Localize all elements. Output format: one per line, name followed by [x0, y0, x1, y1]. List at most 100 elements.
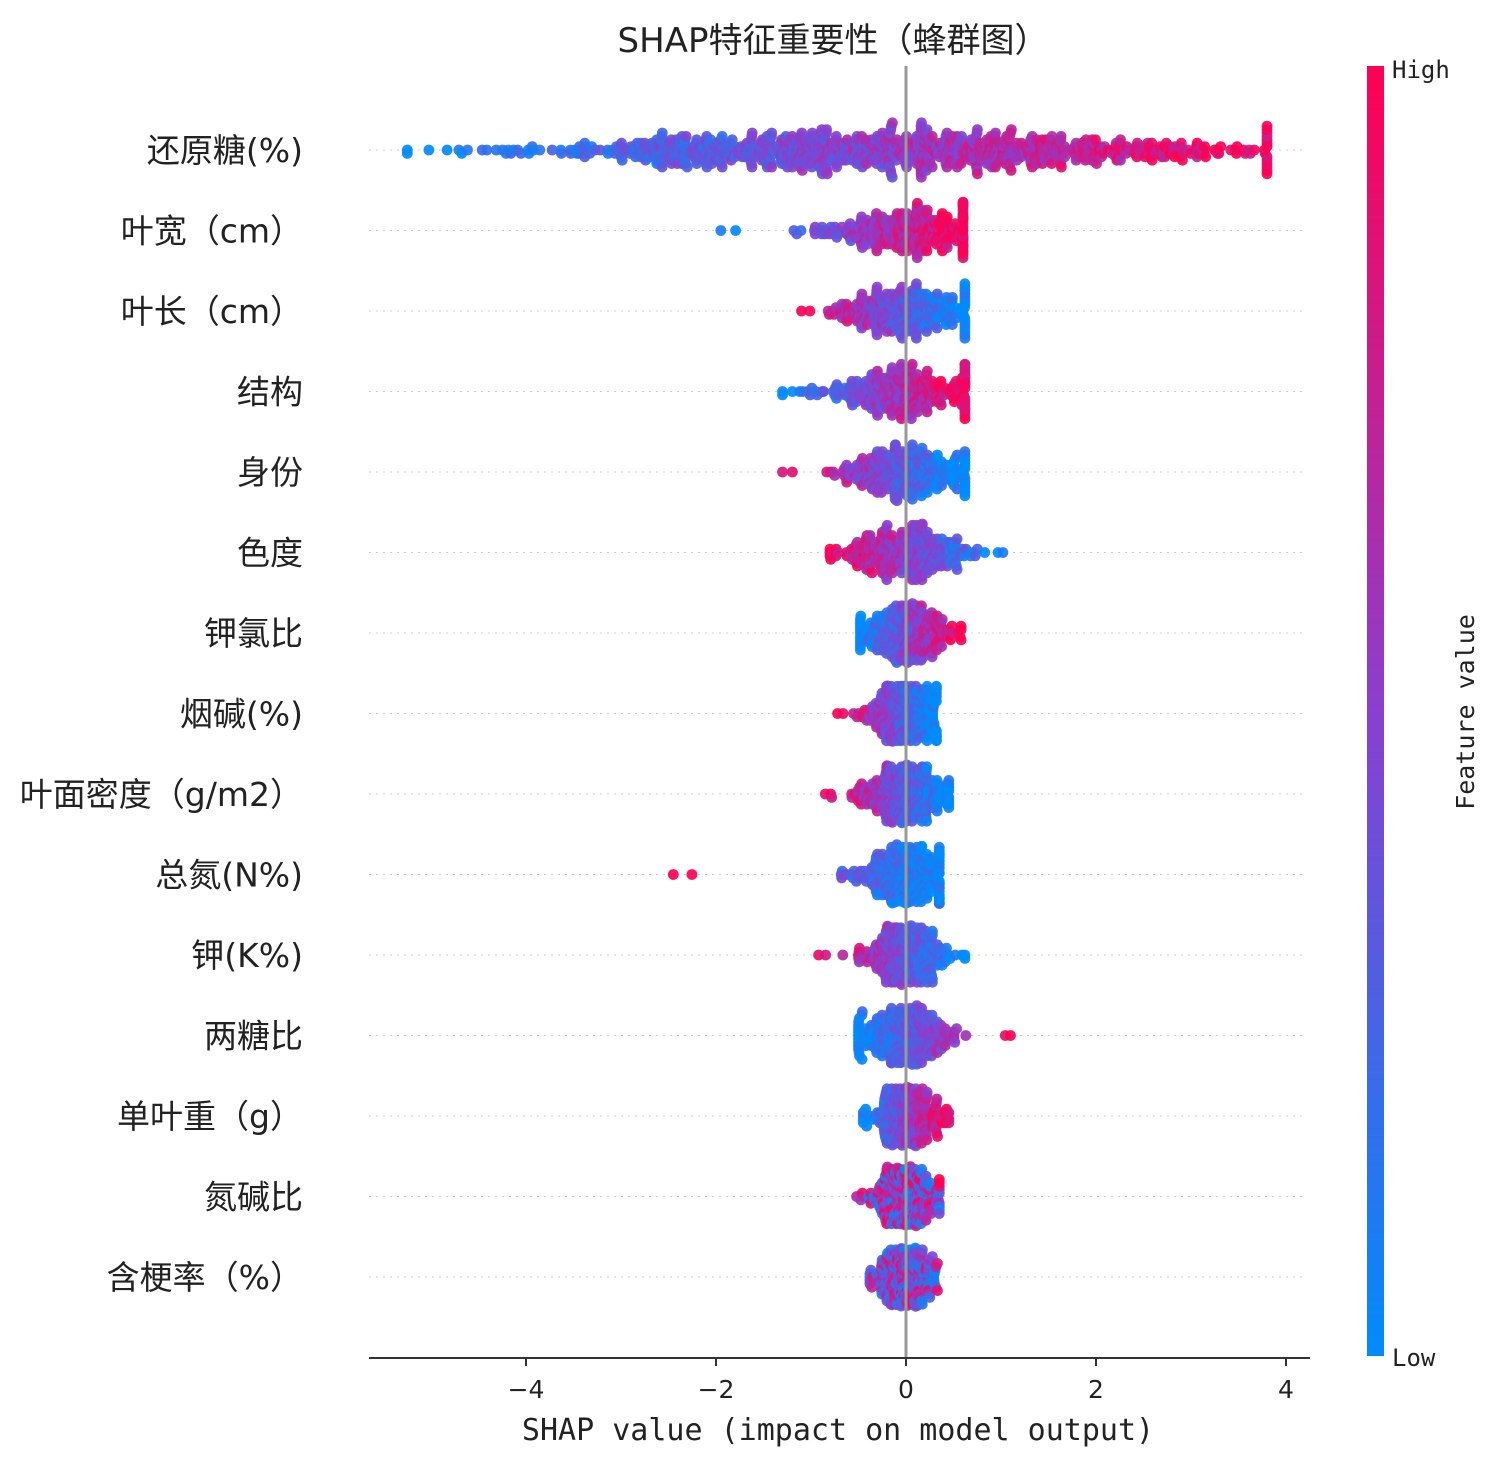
colorbar — [1367, 66, 1384, 1356]
swarm-point — [959, 490, 971, 502]
swarm-point — [1056, 161, 1067, 173]
swarm-point — [556, 148, 567, 159]
swarm-point — [911, 332, 922, 344]
swarm-point — [777, 466, 788, 478]
swarm-point — [955, 634, 967, 646]
swarm-point — [927, 976, 938, 988]
swarm-point — [955, 158, 967, 170]
swarm-point — [921, 245, 933, 257]
data-points — [401, 117, 1273, 1312]
swarm-point — [921, 815, 933, 827]
swarm-point — [997, 547, 1009, 558]
feature-label: 烟碱(%) — [180, 695, 303, 734]
feature-label: 含梗率（%） — [107, 1258, 303, 1297]
swarm-point — [959, 359, 971, 370]
swarm-point — [766, 161, 777, 173]
swarm-point — [441, 144, 453, 156]
swarm-point — [787, 466, 798, 478]
swarm-point — [972, 168, 983, 180]
swarm-point — [481, 144, 493, 156]
swarm-point — [534, 144, 546, 156]
swarm-point — [959, 446, 971, 457]
feature-label: 还原糖(%) — [147, 131, 303, 170]
feature-label: 总氮(N%) — [155, 856, 303, 895]
swarm-point — [680, 131, 692, 142]
swarm-point — [886, 362, 898, 374]
swarm-point — [917, 1244, 928, 1256]
swarm-point — [935, 399, 947, 411]
swarm-point — [716, 131, 728, 142]
swarm-point — [921, 204, 933, 216]
swarm-point — [856, 1006, 868, 1018]
x-axis-ticks: −4 −2 0 2 4 — [508, 1358, 1294, 1404]
feature-label: 氮碱比 — [204, 1178, 303, 1217]
swarm-point — [656, 161, 668, 173]
feature-label: 色度 — [237, 534, 303, 573]
swarm-point — [941, 242, 953, 253]
swarm-point — [855, 644, 866, 656]
swarm-point — [886, 171, 898, 183]
swarm-point — [866, 567, 878, 579]
chart-title: SHAP特征重要性（蜂群图） — [618, 21, 1049, 61]
swarm-point — [933, 867, 945, 879]
swarm-point — [864, 530, 876, 541]
swarm-point — [826, 792, 838, 803]
swarm-point — [990, 127, 1001, 139]
swarm-point — [906, 493, 918, 505]
swarm-point — [667, 869, 679, 880]
swarm-point — [921, 761, 933, 773]
swarm-point — [1215, 141, 1227, 153]
swarm-point — [746, 161, 758, 173]
feature-label: 单叶重（g） — [117, 1097, 303, 1136]
swarm-point — [957, 199, 969, 210]
swarm-point — [956, 131, 967, 142]
swarm-point — [926, 161, 938, 173]
swarm-point — [955, 620, 967, 632]
swarm-point — [886, 409, 898, 421]
swarm-point — [887, 117, 898, 129]
swarm-point — [462, 144, 473, 156]
swarm-point — [821, 124, 832, 135]
feature-label: 钾氯比 — [204, 614, 303, 653]
swarm-point — [1261, 120, 1273, 132]
swarm-point — [746, 127, 758, 139]
swarm-point — [959, 377, 971, 389]
swarm-point — [943, 1107, 955, 1118]
feature-label: 叶长（cm） — [121, 292, 303, 331]
swarm-point — [730, 225, 741, 236]
swarm-point — [933, 882, 945, 894]
swarm-point — [943, 775, 955, 786]
feature-label: 身份 — [237, 453, 303, 492]
x-tick-label: −2 — [698, 1375, 735, 1404]
swarm-point — [829, 470, 841, 481]
swarm-point — [951, 564, 963, 575]
swarm-point — [936, 614, 948, 625]
swarm-point — [401, 148, 413, 159]
swarm-point — [927, 925, 938, 937]
colorbar-low-label: Low — [1392, 1344, 1436, 1372]
swarm-point — [837, 708, 849, 719]
swarm-point — [832, 547, 844, 558]
feature-rows: 还原糖(%)叶宽（cm）叶长（cm）结构身份色度钾氯比烟碱(%)叶面密度（g/m… — [20, 131, 1305, 1297]
swarm-point — [818, 386, 829, 397]
swarm-point — [1005, 165, 1017, 176]
swarm-point — [423, 144, 435, 156]
swarm-point — [921, 365, 933, 377]
swarm-point — [820, 949, 831, 961]
swarm-point — [947, 292, 958, 303]
swarm-point — [795, 225, 807, 236]
swarm-point — [931, 734, 942, 746]
swarm-point — [881, 519, 893, 531]
swarm-point — [716, 161, 728, 173]
swarm-point — [959, 404, 971, 415]
x-tick-label: −4 — [508, 1375, 545, 1404]
swarm-point — [681, 161, 693, 173]
feature-label: 两糖比 — [204, 1017, 303, 1056]
swarm-point — [959, 953, 971, 964]
swarm-point — [931, 682, 942, 693]
swarm-point — [931, 1093, 943, 1105]
swarm-point — [931, 322, 943, 334]
swarm-point — [960, 1030, 972, 1041]
swarm-point — [1249, 144, 1260, 156]
